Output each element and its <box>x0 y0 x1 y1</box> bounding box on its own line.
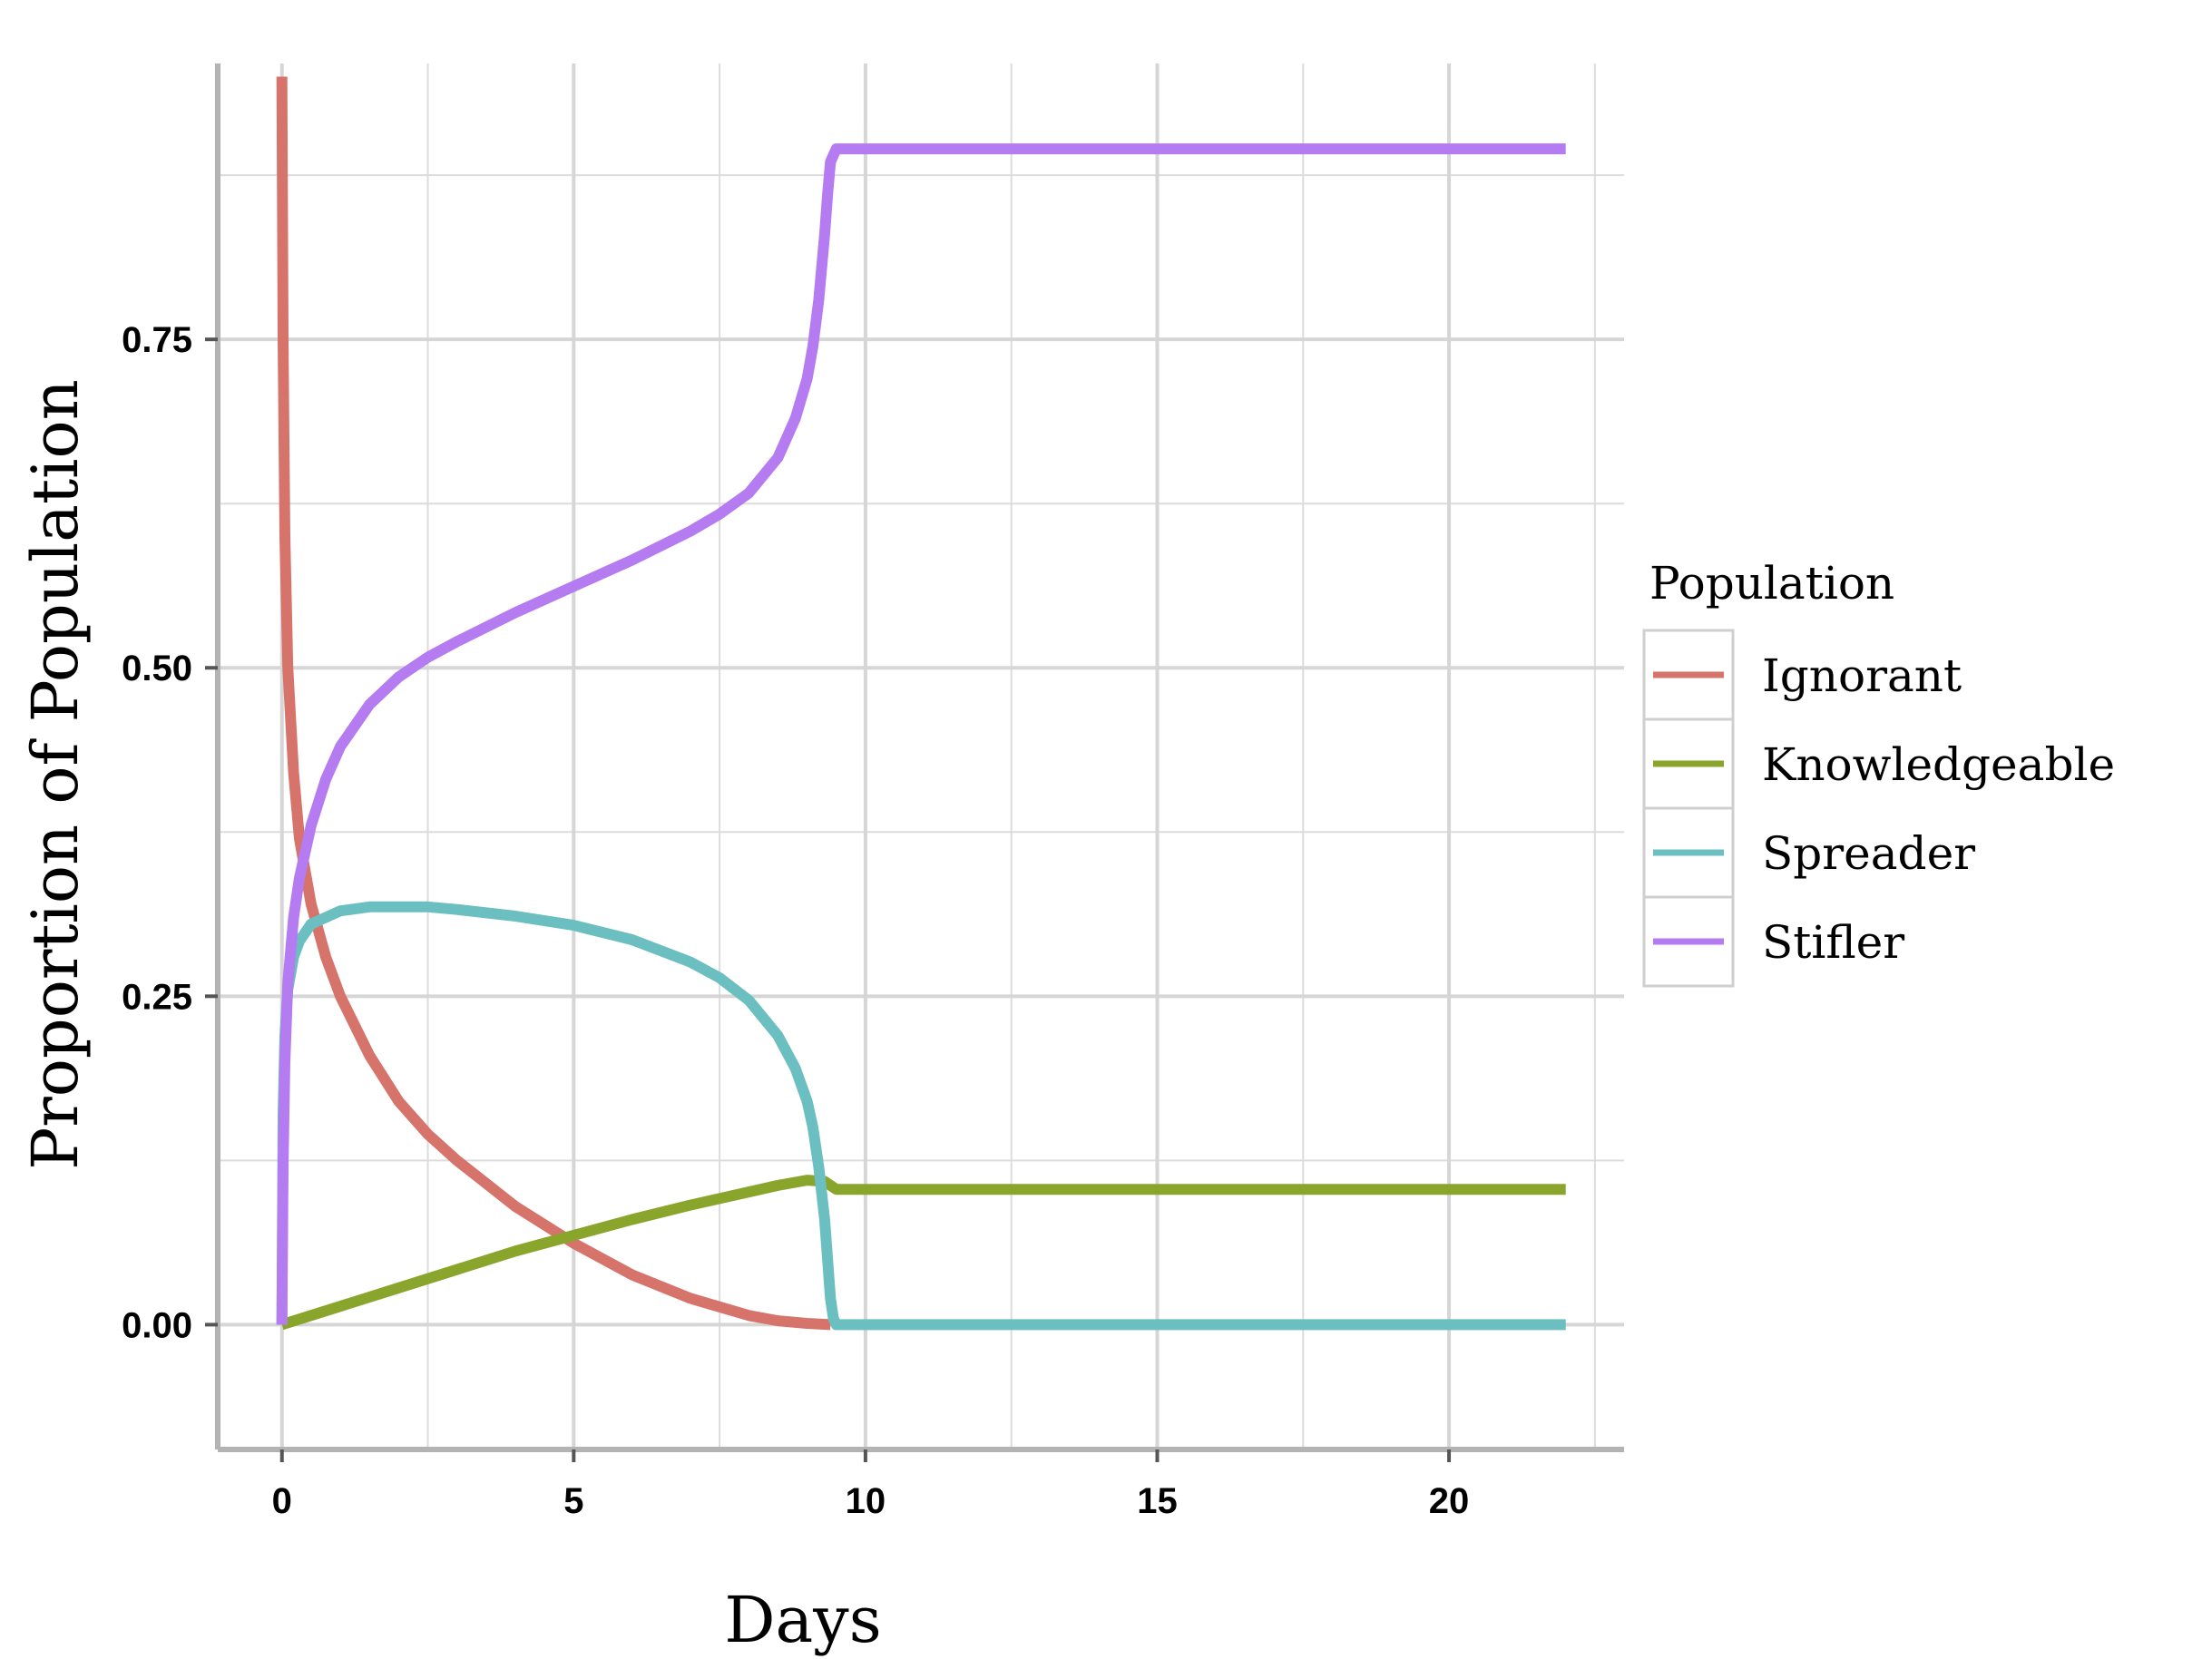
legend-label-ignorant: Ignorant <box>1762 649 1962 702</box>
series-line-spreader <box>276 901 1566 1331</box>
series-line-ignorant <box>276 76 831 1331</box>
x-tick-label: 0 <box>272 1481 292 1521</box>
x-tick-label: 10 <box>846 1481 886 1521</box>
y-tick-label: 0.00 <box>122 1305 192 1345</box>
y-tick-label: 0.50 <box>122 649 192 688</box>
series-line-stifler <box>276 143 1566 1325</box>
x-tick-label: 15 <box>1137 1481 1178 1521</box>
x-axis-ticks: 0 5 10 15 20 <box>272 1449 1470 1521</box>
y-axis-title: Proportion of Population <box>18 379 93 1170</box>
legend-label-spreader: Spreader <box>1762 827 1975 880</box>
x-tick-label: 20 <box>1429 1481 1470 1521</box>
y-axis-ticks: 0.00 0.25 0.50 0.75 <box>122 320 218 1345</box>
y-tick-label: 0.75 <box>122 320 192 360</box>
legend-label-knowledgeable: Knowledgeable <box>1762 738 2115 791</box>
series-line-knowledgeable <box>279 1175 1566 1331</box>
axes <box>215 63 1624 1452</box>
y-tick-label: 0.25 <box>122 977 192 1017</box>
legend: Population Ignorant Knowledgeable Spreader… <box>1642 557 2115 988</box>
x-tick-label: 5 <box>563 1481 583 1521</box>
x-axis-title: Days <box>724 1583 881 1657</box>
legend-items: Ignorant Knowledgeable Spreader Stifler <box>1642 629 2115 988</box>
series-lines <box>276 76 1566 1331</box>
legend-title: Population <box>1649 557 1894 610</box>
minor-gridlines <box>218 63 1624 1449</box>
legend-label-stifler: Stifler <box>1762 916 1904 969</box>
